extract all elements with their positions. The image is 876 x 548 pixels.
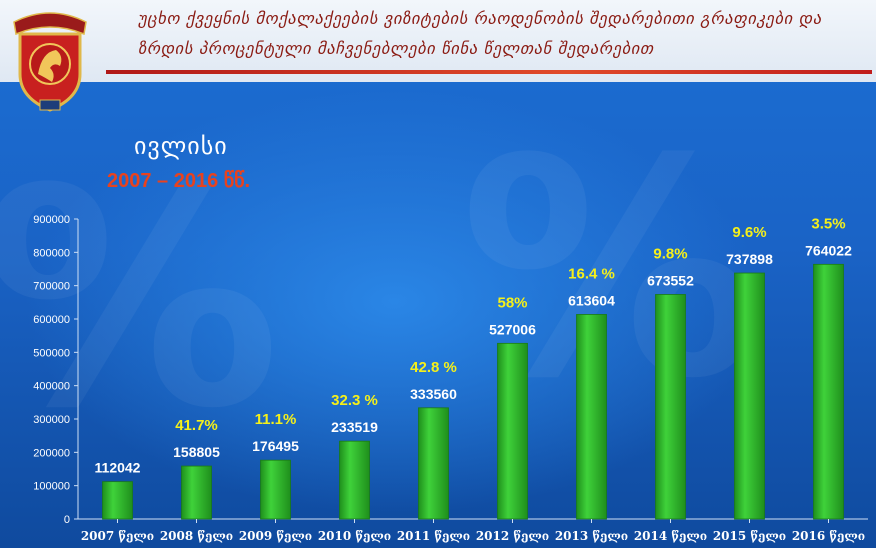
bar-value-label: 112042 xyxy=(95,460,141,476)
header-divider xyxy=(106,70,872,74)
bar-value-label: 158805 xyxy=(173,444,220,460)
x-tick-label: 2010 წელი xyxy=(318,529,391,543)
bar xyxy=(734,272,765,520)
bar-value-label: 176495 xyxy=(252,438,299,454)
bar xyxy=(418,407,449,520)
x-tick-label: 2012 წელი xyxy=(476,529,549,543)
chart-subtitle: 2007 – 2016 წწ. xyxy=(107,170,251,192)
y-tick-label: 0 xyxy=(64,514,70,526)
y-tick-label: 900000 xyxy=(33,214,70,226)
growth-percent-label: 58% xyxy=(497,294,527,311)
watermark: % xyxy=(0,125,281,474)
growth-percent-label: 41.7% xyxy=(175,417,218,434)
y-tick-label: 800000 xyxy=(33,247,70,259)
bar-value-label: 333560 xyxy=(410,386,457,402)
x-tick-label: 2015 წელი xyxy=(713,529,786,543)
bar-value-label: 764022 xyxy=(805,242,852,258)
coat-of-arms-emblem xyxy=(13,12,87,112)
bar-value-label: 737898 xyxy=(726,251,773,267)
bar-value-label: 233519 xyxy=(331,419,378,435)
bar xyxy=(181,465,212,520)
growth-percent-label: 42.8 % xyxy=(410,359,457,376)
y-tick-label: 600000 xyxy=(33,314,70,326)
bar xyxy=(102,481,133,520)
x-tick-label: 2011 წელი xyxy=(397,529,470,543)
bar-value-label: 673552 xyxy=(647,272,694,288)
y-tick-label: 700000 xyxy=(33,281,70,293)
x-tick-label: 2013 წელი xyxy=(555,529,628,543)
growth-percent-label: 9.6% xyxy=(732,224,766,241)
y-tick-label: 100000 xyxy=(33,481,70,493)
growth-percent-label: 32.3 % xyxy=(331,392,378,409)
y-tick-label: 200000 xyxy=(33,447,70,459)
bar-value-label: 613604 xyxy=(568,292,615,308)
bar-value-label: 527006 xyxy=(489,321,536,337)
header-band xyxy=(0,0,876,82)
page-title: უცხო ქვეყნის მოქალაქეების ვიზიტების რაოდ… xyxy=(138,9,822,58)
bar xyxy=(497,342,528,520)
growth-percent-label: 11.1% xyxy=(255,411,297,428)
bar xyxy=(655,294,686,520)
y-tick-label: 300000 xyxy=(33,414,70,426)
chart-title: ივლისი xyxy=(134,132,228,160)
x-tick-label: 2007 წელი xyxy=(81,529,154,543)
x-tick-label: 2009 წელი xyxy=(239,529,312,543)
y-tick-label: 400000 xyxy=(33,381,70,393)
bar xyxy=(339,440,370,520)
y-tick-label: 500000 xyxy=(33,347,70,359)
growth-percent-label: 9.8% xyxy=(653,245,687,262)
bar xyxy=(813,263,844,520)
bar xyxy=(576,314,607,520)
x-tick-label: 2008 წელი xyxy=(160,529,233,543)
bar xyxy=(260,459,291,520)
growth-percent-label: 16.4 % xyxy=(568,265,615,282)
x-tick-label: 2014 წელი xyxy=(634,529,707,543)
growth-percent-label: 3.5% xyxy=(811,215,845,232)
x-tick-label: 2016 წელი xyxy=(792,529,865,543)
